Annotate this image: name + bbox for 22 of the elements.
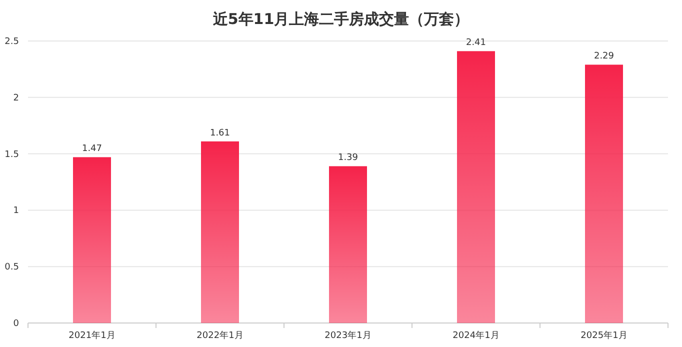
x-tick-label: 2025年1月 bbox=[580, 330, 628, 341]
y-tick-label: 1 bbox=[13, 206, 19, 216]
data-label: 1.61 bbox=[210, 128, 230, 138]
y-tick-label: 0 bbox=[13, 319, 20, 329]
x-tick-label: 2024年1月 bbox=[452, 330, 500, 341]
y-tick-label: 0.5 bbox=[4, 262, 19, 273]
y-tick-label: 2.5 bbox=[4, 37, 19, 47]
data-label: 2.41 bbox=[466, 38, 486, 48]
x-tick-label: 2022年1月 bbox=[196, 330, 244, 341]
data-label: 1.39 bbox=[338, 153, 358, 164]
x-tick-label: 2023年1月 bbox=[324, 330, 372, 341]
y-tick-label: 2 bbox=[13, 93, 19, 104]
bar bbox=[73, 157, 111, 323]
bar bbox=[457, 51, 495, 323]
bar bbox=[329, 166, 367, 323]
data-label: 1.47 bbox=[82, 144, 102, 154]
bar bbox=[585, 64, 623, 323]
chart-title: 近5年11月上海二手房成交量（万套） bbox=[212, 10, 470, 28]
y-tick-label: 1.5 bbox=[4, 150, 19, 160]
bar bbox=[201, 141, 239, 323]
data-label: 2.29 bbox=[594, 52, 614, 62]
x-tick-label: 2021年1月 bbox=[68, 330, 116, 341]
